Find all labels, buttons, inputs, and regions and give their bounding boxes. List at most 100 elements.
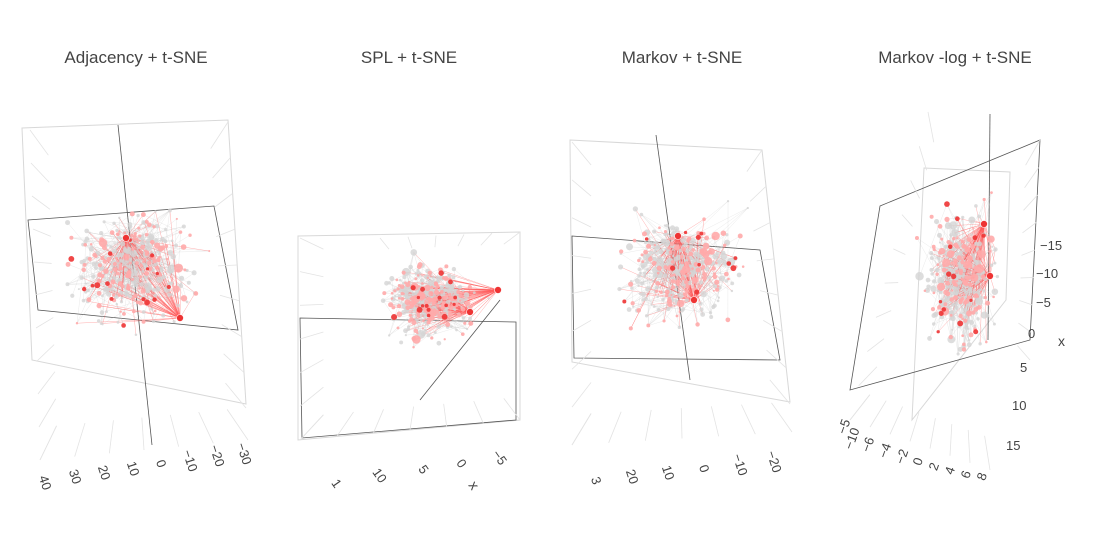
node-connected xyxy=(646,323,651,328)
highlighted-edge xyxy=(658,299,695,311)
node-connected xyxy=(127,270,131,274)
grid-line xyxy=(771,402,793,433)
node-connected xyxy=(396,303,402,309)
node-other xyxy=(962,268,966,273)
node-other xyxy=(937,257,941,260)
node-connected xyxy=(158,255,162,259)
node-connected xyxy=(628,281,634,287)
node-central xyxy=(145,267,150,271)
node-connected xyxy=(400,291,404,296)
node-connected xyxy=(643,249,649,255)
panel-markov-log-tsne[interactable]: Markov -log + t-SNE −15 −10 −5 0 5 10 15… xyxy=(834,48,1065,482)
hub-node xyxy=(986,272,994,280)
node-connected xyxy=(965,272,969,275)
highlighted-edge xyxy=(125,214,144,239)
node-central xyxy=(622,299,627,304)
node-other xyxy=(77,288,80,291)
node-connected xyxy=(390,297,394,300)
node-other xyxy=(660,261,665,267)
highlighted-edge xyxy=(126,287,181,319)
node-connected xyxy=(936,263,940,267)
node-other xyxy=(106,287,110,290)
edge xyxy=(416,323,471,340)
grid-line xyxy=(473,400,484,424)
grid-line xyxy=(741,404,756,435)
node-connected xyxy=(126,272,132,278)
node-other xyxy=(643,241,647,244)
x-tick-label: −20 xyxy=(764,449,785,475)
node-connected xyxy=(83,242,88,247)
node-connected xyxy=(396,311,403,318)
node-connected xyxy=(421,327,424,330)
node-central xyxy=(947,244,953,249)
grid-line xyxy=(31,195,51,210)
node-other xyxy=(161,313,166,318)
node-connected xyxy=(956,255,962,261)
node-other xyxy=(154,223,160,229)
panel-markov-tsne[interactable]: Markov + t-SNE 3 20 10 0 −10 −20 xyxy=(569,48,793,486)
grid-line xyxy=(869,400,887,428)
node-connected xyxy=(395,278,399,282)
node-connected xyxy=(977,250,986,259)
node-other xyxy=(115,303,119,306)
node-central xyxy=(969,298,973,302)
node-connected xyxy=(140,244,146,250)
grid-line xyxy=(225,382,247,409)
edge xyxy=(117,311,121,323)
x-tick-label: 30 xyxy=(66,467,85,485)
node-central xyxy=(426,307,431,312)
node-central xyxy=(452,302,456,307)
node-other xyxy=(109,245,113,249)
node-other xyxy=(125,292,130,296)
node-connected xyxy=(443,276,449,282)
node-connected xyxy=(683,279,689,285)
node-other xyxy=(954,289,960,295)
node-other xyxy=(423,315,427,319)
node-connected xyxy=(130,233,134,238)
node-connected xyxy=(407,319,412,323)
node-other xyxy=(971,256,976,261)
node-other xyxy=(99,310,105,315)
node-other xyxy=(91,274,96,279)
edge xyxy=(704,274,712,318)
node-connected xyxy=(955,269,958,273)
node-other xyxy=(617,286,622,292)
node-other xyxy=(938,241,941,244)
node-other xyxy=(132,260,136,264)
node-connected xyxy=(123,231,127,235)
node-other xyxy=(647,241,651,244)
node-other xyxy=(968,216,976,224)
node-other xyxy=(65,282,70,287)
panel-spl-tsne[interactable]: SPL + t-SNE 1 10 5 0 −5 x xyxy=(297,48,521,493)
node-connected xyxy=(640,253,644,257)
node-connected xyxy=(131,247,135,251)
edge xyxy=(635,208,649,257)
node-connected xyxy=(144,271,150,276)
panel-adjacency-tsne[interactable]: Adjacency + t-SNE 40 30 20 10 0 −10 −20 … xyxy=(21,48,255,492)
y-tick-label: 2 xyxy=(925,460,942,472)
node-connected xyxy=(980,274,986,280)
node-central xyxy=(453,295,458,300)
node-connected xyxy=(630,301,635,306)
edge xyxy=(717,234,728,254)
grid-line xyxy=(299,303,324,306)
node-other xyxy=(640,264,645,269)
node-other xyxy=(677,292,684,299)
node-other xyxy=(402,275,407,280)
grid-line xyxy=(198,411,214,444)
node-connected xyxy=(456,289,461,295)
node-central xyxy=(951,273,957,279)
node-other xyxy=(81,298,86,303)
node-connected xyxy=(665,293,669,297)
node-other xyxy=(180,282,183,285)
node-connected xyxy=(131,278,135,281)
node-other xyxy=(671,248,674,251)
node-connected xyxy=(702,217,706,221)
node-other xyxy=(630,286,634,290)
node-connected xyxy=(119,310,122,313)
node-other xyxy=(167,249,173,256)
node-connected xyxy=(975,264,985,274)
node-connected xyxy=(964,246,971,253)
node-other xyxy=(962,289,966,292)
node-connected xyxy=(953,261,958,266)
